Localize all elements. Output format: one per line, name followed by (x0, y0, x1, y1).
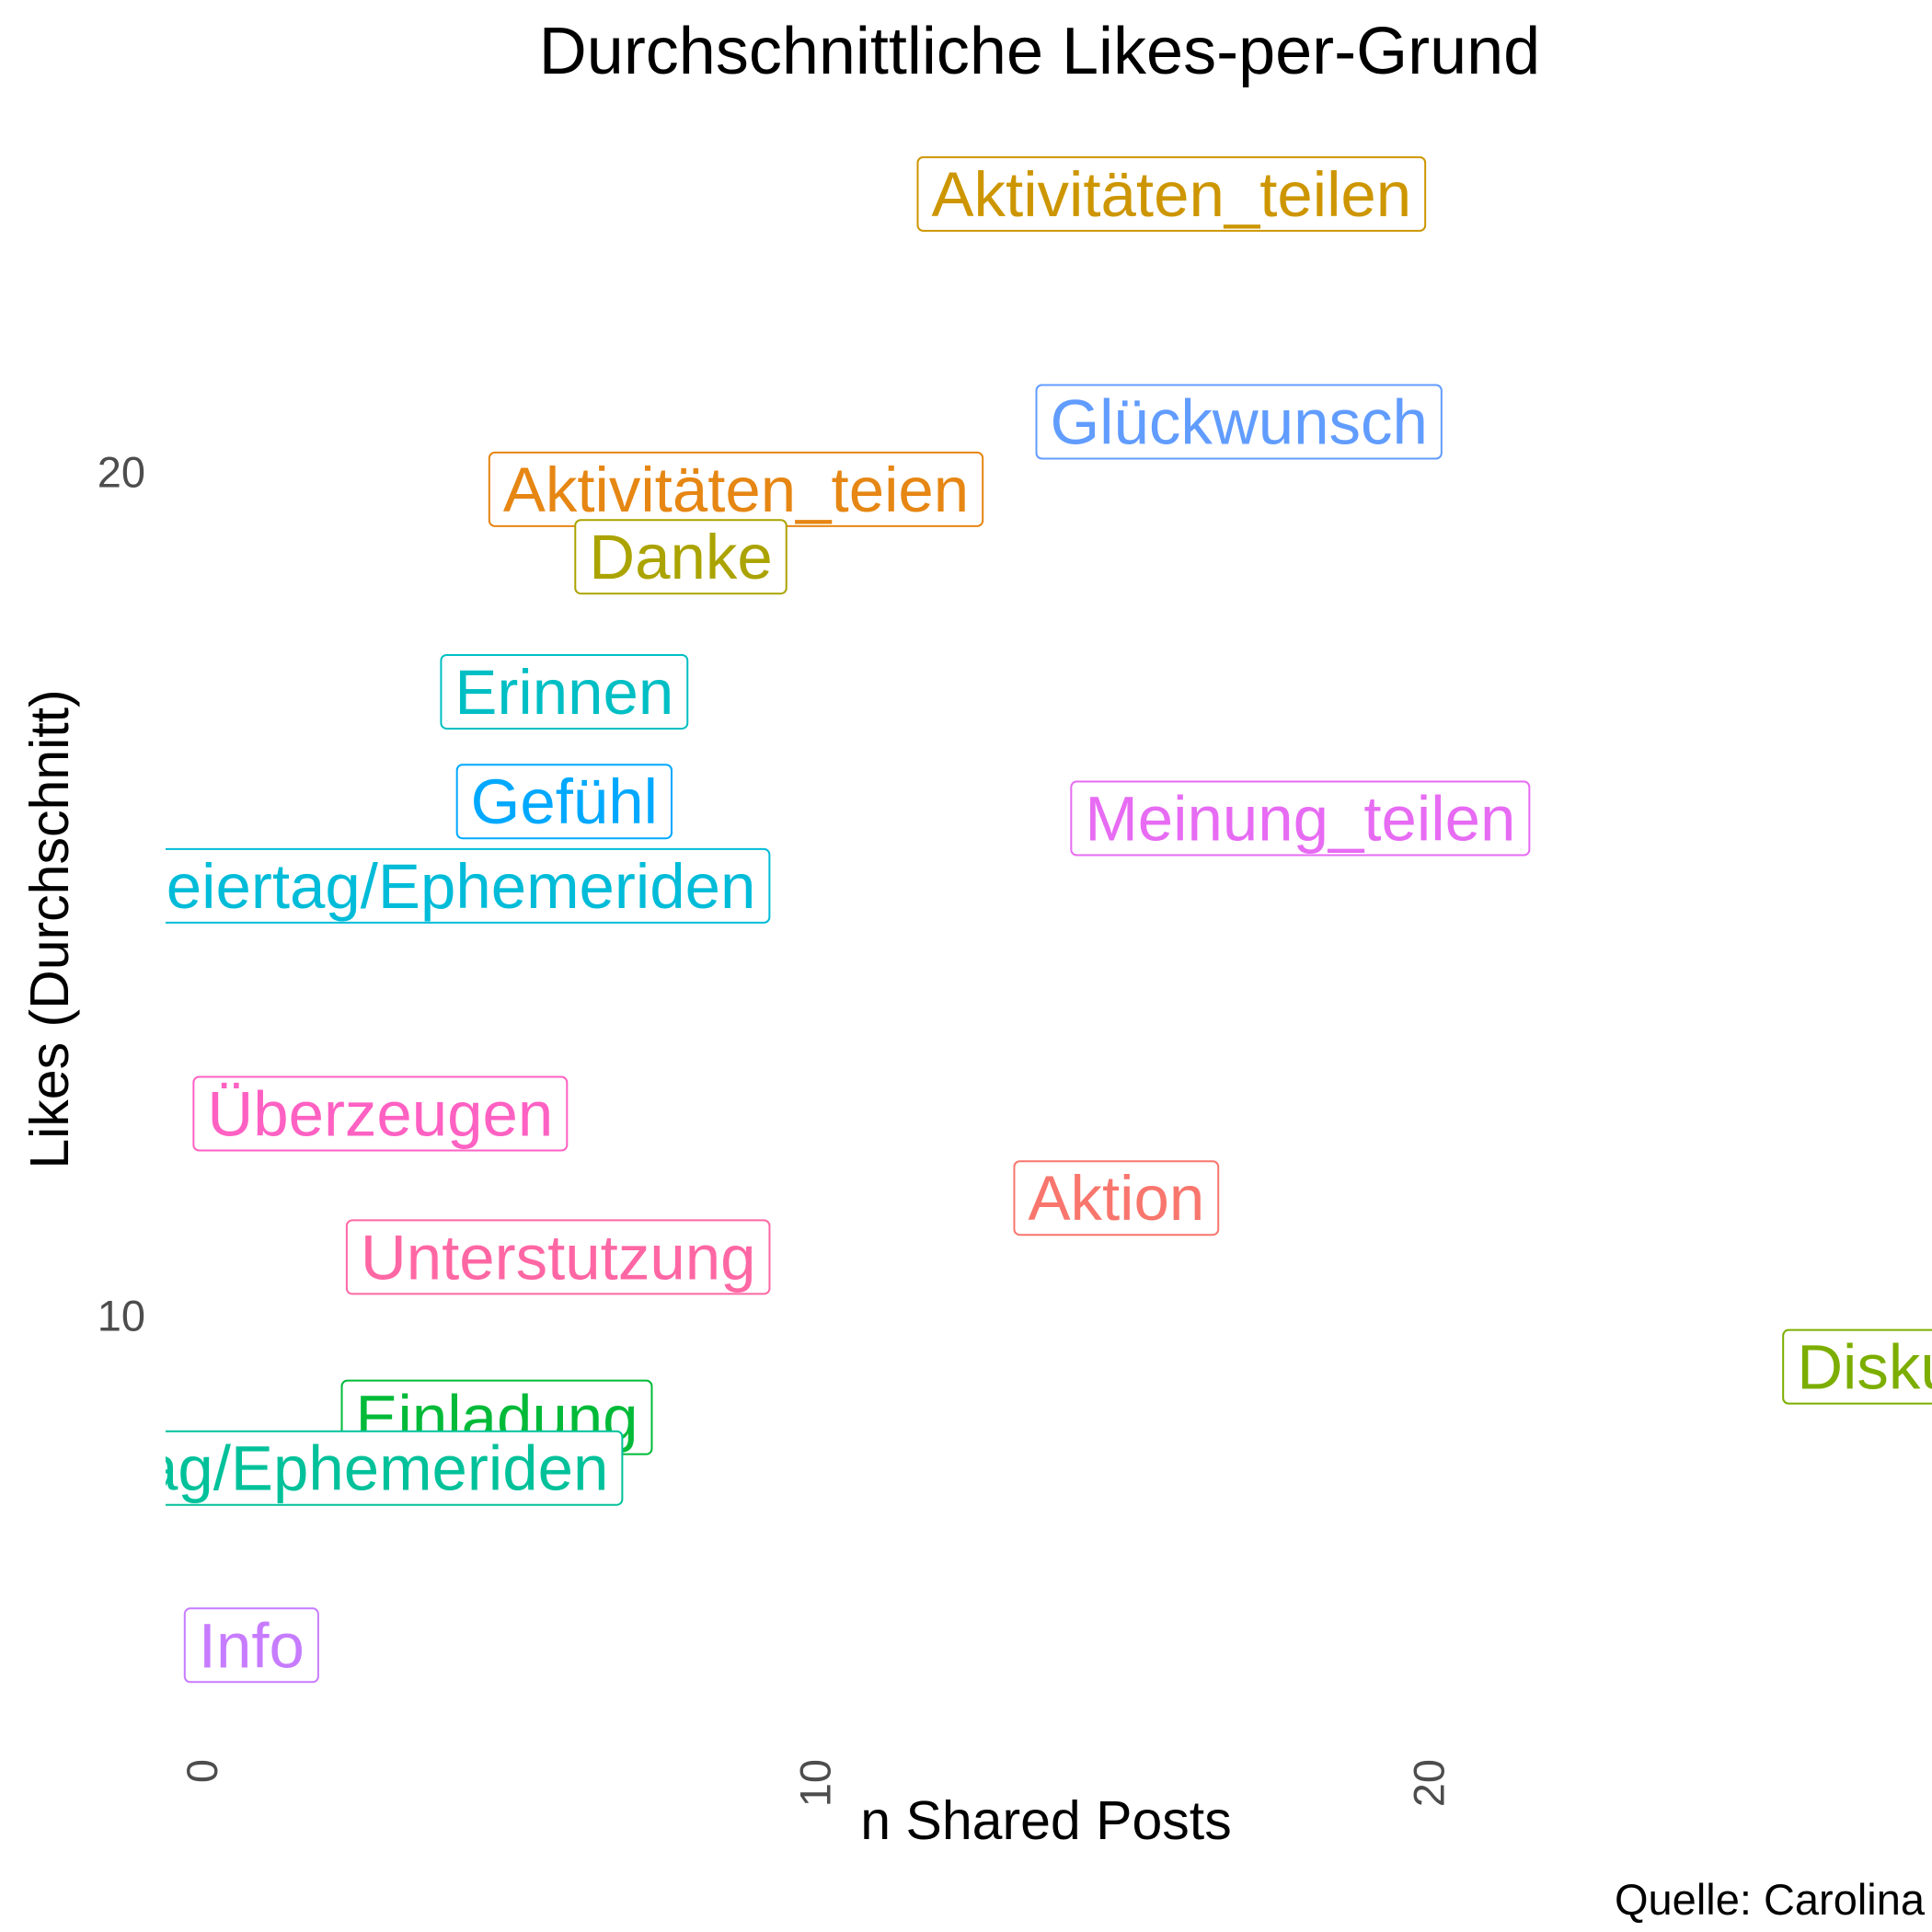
y-axis: 10 20 (98, 448, 145, 1340)
point-label-text: Aktivitäten_teien (503, 454, 969, 525)
point-label-text: Aktivitäten_teilen (932, 159, 1412, 230)
point-label: Glückwunsch (1035, 384, 1443, 460)
point-label: Aktivitäten_teien (488, 451, 984, 527)
point-label: Unterstutzung (345, 1219, 771, 1295)
point-label-text: Aktion (1028, 1163, 1204, 1234)
point-label-box (916, 155, 1427, 232)
point-label-box (345, 1219, 771, 1295)
y-tick-label: 10 (98, 1292, 145, 1340)
point-label-box (166, 1430, 624, 1506)
point-label: Feiertag/Ephemeriden (128, 847, 771, 924)
point-label-text: Erinnen (454, 657, 673, 728)
point-label: Aktivitäten_teilen (916, 155, 1427, 232)
point-label-text: Diskussion (1797, 1332, 1932, 1403)
x-tick-label: 10 (791, 1759, 840, 1807)
point-label-text: Info (199, 1610, 305, 1681)
point-label-box (574, 519, 788, 595)
point-label-box (192, 1075, 569, 1152)
point-label: Überzeugen (192, 1075, 569, 1152)
y-axis-title: Likes (Durchschnitt) (19, 689, 80, 1168)
point-label: Danke (574, 519, 788, 595)
point-label-box (1070, 780, 1531, 857)
caption: Quelle: Carolina (1615, 1875, 1926, 1924)
point-label-text: Feiertag/Ephemeriden (128, 851, 756, 922)
point-label-text: Danke (589, 522, 772, 592)
x-axis: 0 10 20 (178, 1759, 1453, 1807)
x-tick-label: 0 (178, 1759, 226, 1783)
point-label: Aktion (1013, 1160, 1220, 1236)
x-tick-label: 20 (1404, 1759, 1453, 1807)
y-tick-label: 20 (98, 448, 145, 497)
point-label: Diskussion (1782, 1328, 1932, 1405)
point-label-box (1035, 384, 1443, 460)
data-labels: Aktivitäten_teilen Glückwunsch Aktivitäten… (0, 155, 1932, 1684)
point-label-text: Unterstutzung (361, 1222, 756, 1293)
chart-title: Durchschnittliche Likes-per-Grund (539, 15, 1540, 88)
point-label-box (166, 847, 771, 924)
point-label: Meinung_teilen (1070, 780, 1531, 857)
point-label-text: Feiertag/Ephemeriden (0, 1433, 608, 1504)
point-label: Feiertag/Ephemeriden (0, 1430, 624, 1506)
point-label-text: Überzeugen (207, 1079, 553, 1150)
point-label-box (440, 653, 689, 730)
point-label-box (1013, 1160, 1220, 1236)
point-label-box (1782, 1328, 1932, 1405)
point-label-box (455, 764, 673, 840)
point-label-text: Gefühl (471, 766, 658, 837)
x-axis-title: n Shared Posts (860, 1790, 1231, 1851)
point-label: Info (183, 1607, 319, 1684)
point-label-text: Meinung_teilen (1085, 784, 1515, 855)
point-label-text: Glückwunsch (1051, 386, 1428, 457)
point-label: Erinnen (440, 653, 689, 730)
point-label: Gefühl (455, 764, 673, 840)
point-label-box (183, 1607, 319, 1684)
